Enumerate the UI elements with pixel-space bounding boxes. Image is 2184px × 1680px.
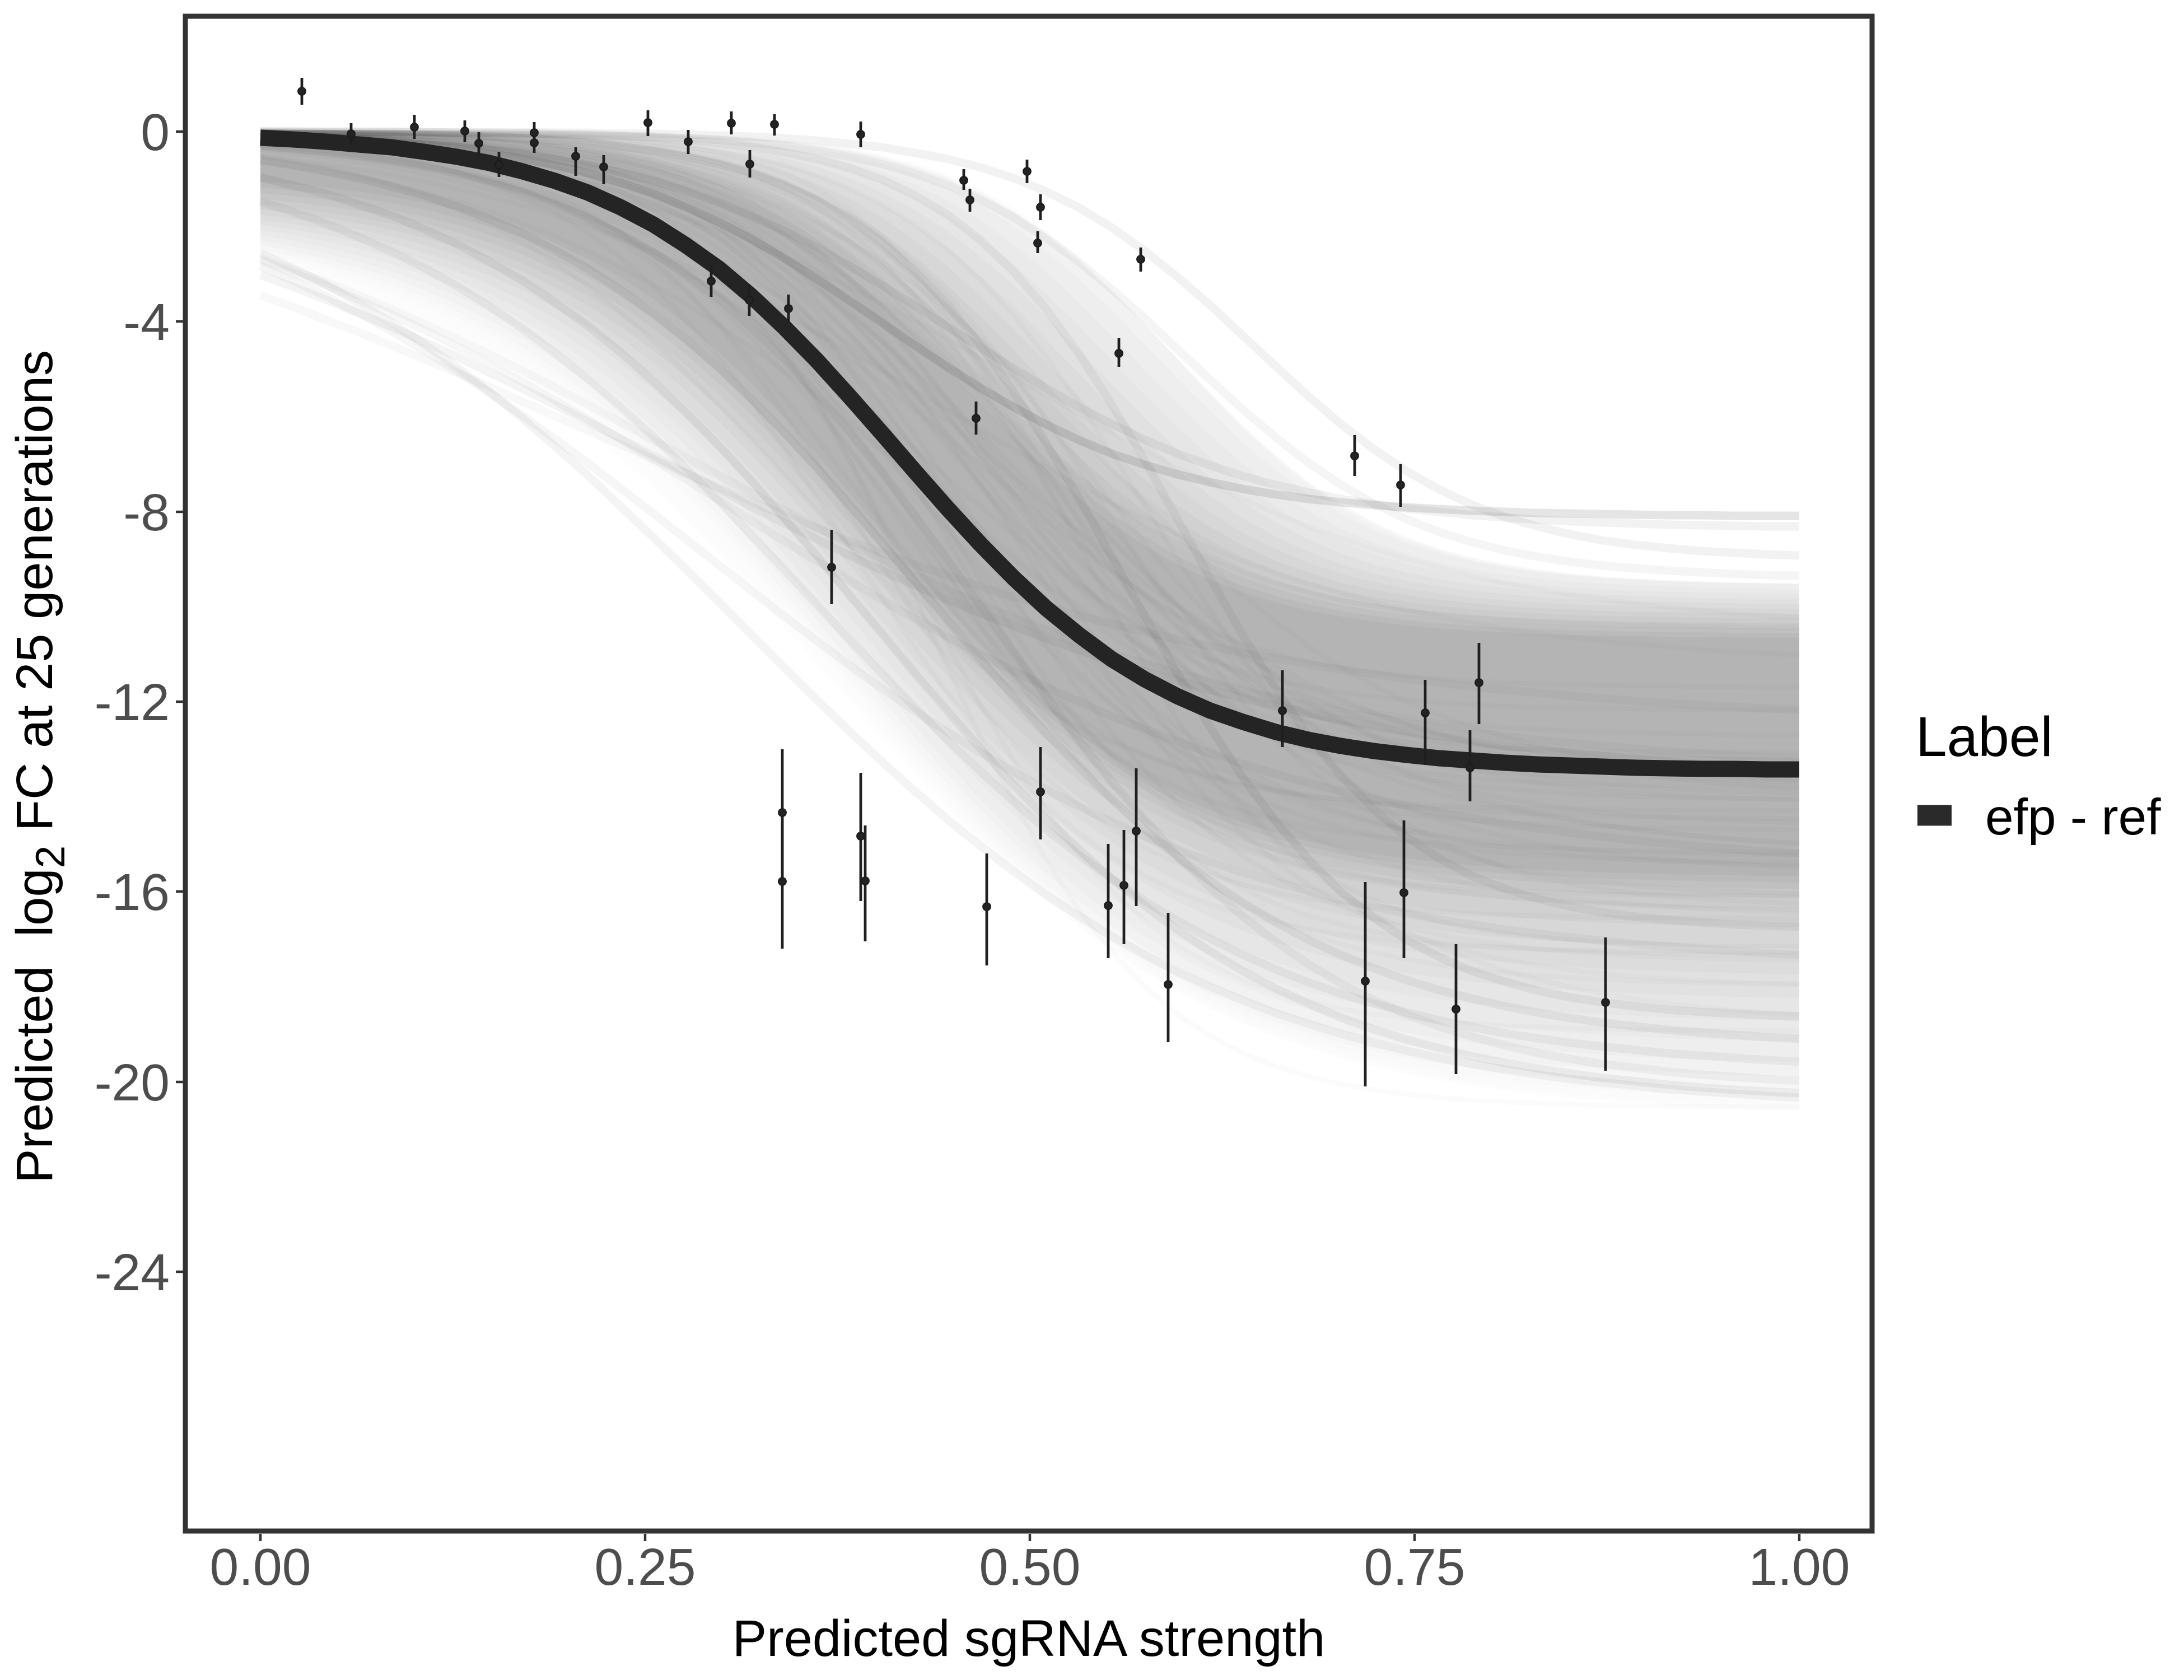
svg-text:0.50: 0.50	[979, 1538, 1080, 1596]
svg-text:-8: -8	[123, 483, 170, 542]
svg-text:-20: -20	[95, 1053, 170, 1112]
svg-text:Predicted sgRNA strength: Predicted sgRNA strength	[732, 1610, 1326, 1667]
svg-text:0.75: 0.75	[1364, 1538, 1465, 1596]
svg-text:1.00: 1.00	[1748, 1538, 1850, 1596]
svg-text:efp - ref: efp - ref	[1985, 789, 2161, 846]
svg-text:Label: Label	[1916, 706, 2053, 768]
svg-text:0.00: 0.00	[209, 1538, 311, 1596]
svg-text:-12: -12	[95, 673, 170, 731]
svg-text:0: 0	[141, 103, 170, 161]
svg-text:-24: -24	[95, 1243, 170, 1301]
svg-text:-16: -16	[95, 863, 170, 921]
svg-text:0.25: 0.25	[594, 1538, 696, 1596]
svg-text:Predicted log2 FC at 25 gener: Predicted log2 FC at 25 generations	[6, 350, 73, 1183]
svg-text:-4: -4	[123, 293, 170, 351]
